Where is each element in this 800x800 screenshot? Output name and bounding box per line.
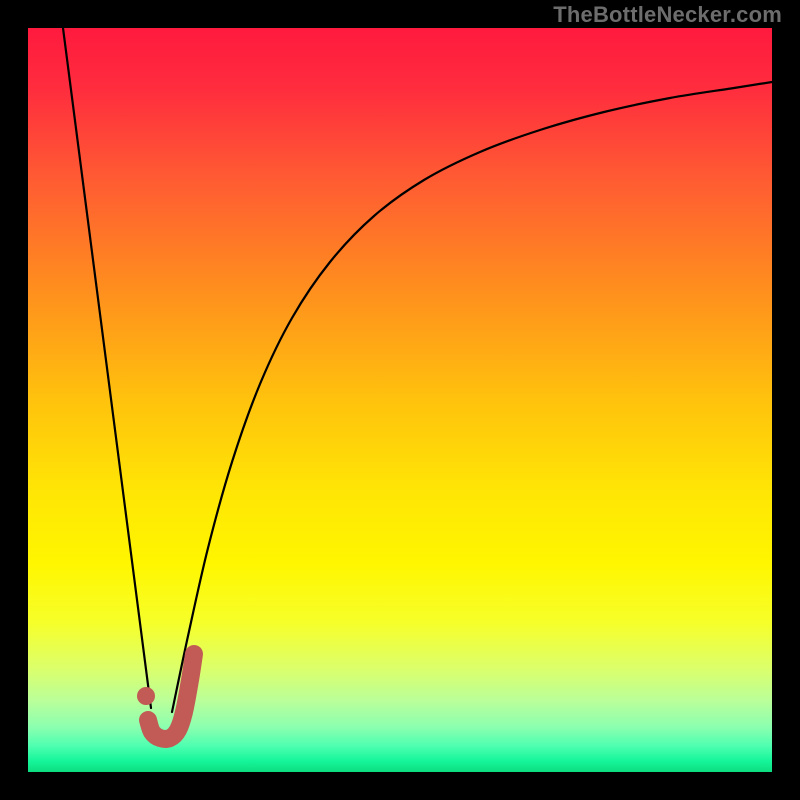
chart-root: TheBottleNecker.com: [0, 0, 800, 800]
plot-area: [28, 28, 772, 772]
chart-svg: [0, 0, 800, 800]
watermark-label: TheBottleNecker.com: [553, 2, 782, 28]
marker-dot: [137, 687, 155, 705]
